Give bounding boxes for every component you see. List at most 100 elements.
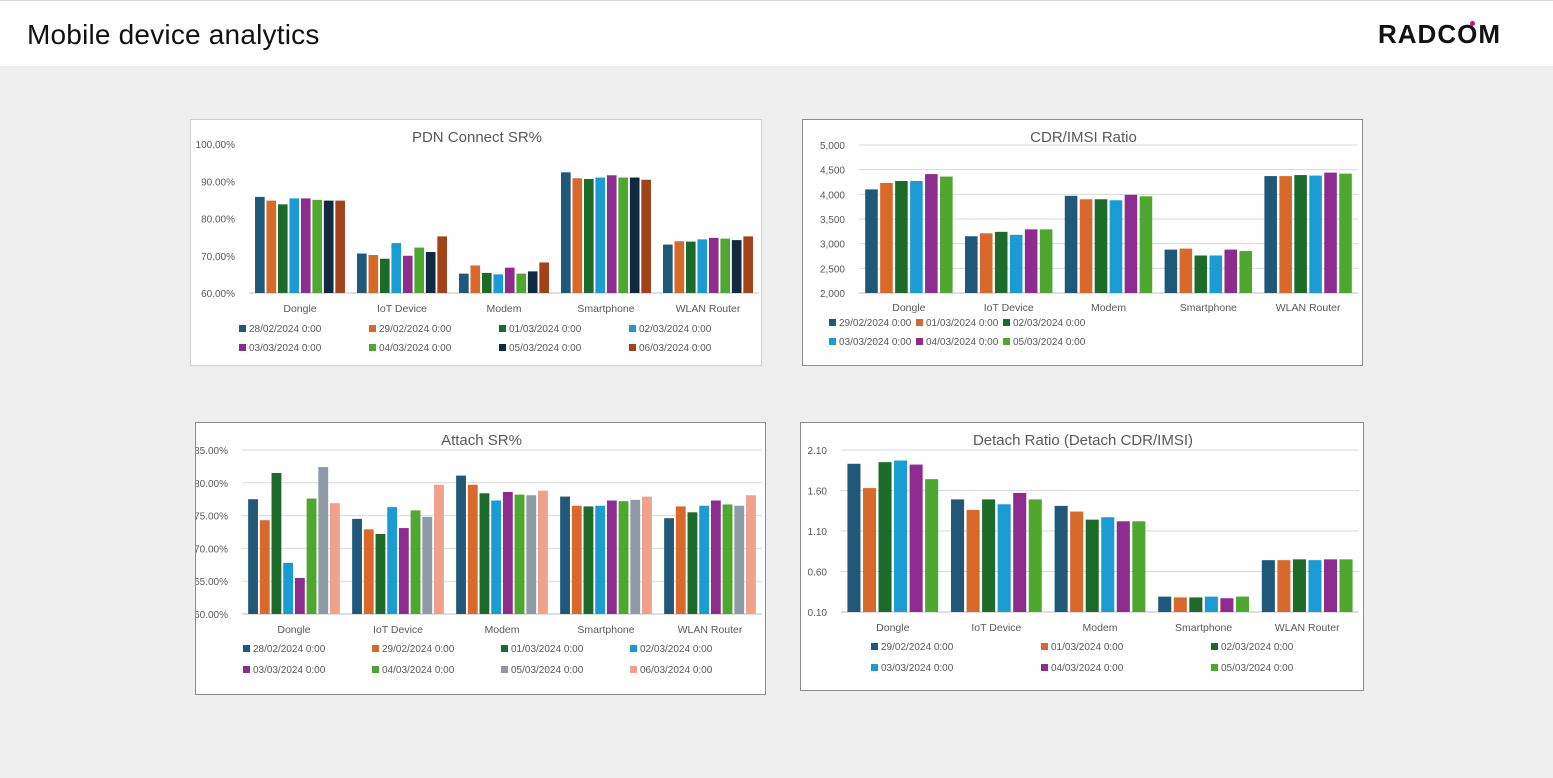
bar (538, 490, 548, 614)
bar (479, 493, 490, 614)
bar (1235, 596, 1249, 612)
legend-swatch (1211, 664, 1218, 671)
bar (720, 238, 731, 293)
bar (1070, 511, 1084, 612)
y-tick-label: 85.00% (196, 446, 228, 457)
bar (1116, 521, 1130, 612)
bar (470, 265, 481, 293)
bar (1028, 499, 1042, 612)
bar (410, 510, 421, 614)
x-category-label: Dongle (277, 624, 310, 636)
y-tick-label: 0.60 (808, 568, 828, 579)
bar (847, 463, 861, 612)
bar (527, 271, 538, 293)
bar (368, 255, 379, 293)
bar (664, 518, 674, 614)
bar (1194, 255, 1208, 293)
bar (746, 495, 756, 614)
x-category-label: Dongle (892, 302, 925, 314)
legend-swatch (369, 344, 376, 351)
legend-label: 04/03/2024 0:00 (926, 337, 999, 348)
bar (1109, 200, 1123, 293)
legend-swatch (629, 344, 636, 351)
bar (335, 200, 345, 293)
cdr-imsi-chart: CDR/IMSI Ratio 2,000 2,500 3,000 3,500 4,000 4… (820, 129, 1358, 348)
bar (1158, 596, 1172, 612)
bar (289, 198, 300, 293)
legend-swatch (871, 643, 878, 650)
y-tick-label: 65.00% (196, 577, 228, 588)
bar (663, 244, 673, 293)
y-tick-label: 4,500 (820, 166, 845, 177)
bar (630, 499, 641, 614)
legend-label: 06/03/2024 0:00 (640, 665, 713, 676)
bar (330, 503, 340, 614)
bar (306, 498, 317, 614)
bar (456, 475, 466, 614)
y-tick-label: 90.00% (201, 177, 235, 188)
bar (880, 182, 893, 293)
legend-label: 01/03/2024 0:00 (511, 644, 584, 655)
bar (1132, 521, 1146, 612)
y-tick-label: 60.00% (196, 610, 228, 621)
bar (865, 189, 878, 293)
bar (909, 464, 923, 612)
bar (1085, 519, 1099, 612)
legend-label: 28/02/2024 0:00 (249, 324, 322, 335)
bar (940, 176, 953, 293)
bar (422, 516, 433, 614)
y-tick-label: 80.00% (196, 479, 228, 490)
detach-ratio-chart: Detach Ratio (Detach CDR/IMSI) 0.10 0.60 1.… (808, 432, 1359, 674)
legend-label: 03/03/2024 0:00 (881, 663, 954, 674)
bar (318, 467, 329, 614)
bar (982, 499, 996, 612)
x-category-label: Smartphone (577, 303, 634, 315)
legend-swatch (369, 325, 376, 332)
bar (1209, 255, 1223, 293)
bar (1094, 199, 1108, 293)
bar (266, 200, 277, 293)
bar (1139, 196, 1153, 293)
legend-swatch (916, 319, 923, 326)
bar (1277, 560, 1291, 612)
bar (502, 491, 513, 614)
bar (561, 172, 571, 293)
legend-swatch (829, 319, 836, 326)
legend-label: 29/02/2024 0:00 (881, 642, 954, 653)
bar (966, 509, 980, 612)
bar (493, 274, 504, 293)
bar (583, 179, 594, 293)
legend-swatch (243, 666, 250, 673)
y-tick-label: 4,000 (820, 190, 845, 201)
bar (1279, 176, 1292, 293)
bar (271, 472, 282, 614)
bar (925, 479, 939, 612)
bar (925, 174, 938, 293)
bar (467, 484, 478, 614)
bar (459, 273, 469, 293)
bar (277, 204, 288, 293)
bar (862, 488, 877, 612)
legend-label: 05/03/2024 0:00 (1013, 337, 1086, 348)
bar (1204, 596, 1218, 612)
legend-swatch (501, 645, 508, 652)
bar (606, 500, 617, 614)
header-bar: Mobile device analytics RADCOM (0, 0, 1553, 66)
pdn-connect-chart-panel: PDN Connect SR% 60.00% 70.00% 80.00% 90.00% 1… (190, 119, 762, 366)
bar (708, 237, 719, 293)
page-title: Mobile device analytics (27, 19, 320, 50)
y-tick-label: 75.00% (196, 512, 228, 523)
legend-swatch (916, 338, 923, 345)
bar (437, 236, 447, 293)
bar (1009, 234, 1023, 293)
x-category-label: WLAN Router (678, 624, 743, 636)
bar (312, 199, 323, 293)
y-tick-label: 2,000 (820, 289, 845, 300)
bar (1339, 173, 1352, 293)
y-tick-label: 70.00% (196, 544, 228, 555)
bar (895, 181, 908, 293)
bar (352, 518, 362, 614)
legend-swatch (871, 664, 878, 671)
bar (255, 196, 265, 293)
bar (697, 239, 708, 293)
